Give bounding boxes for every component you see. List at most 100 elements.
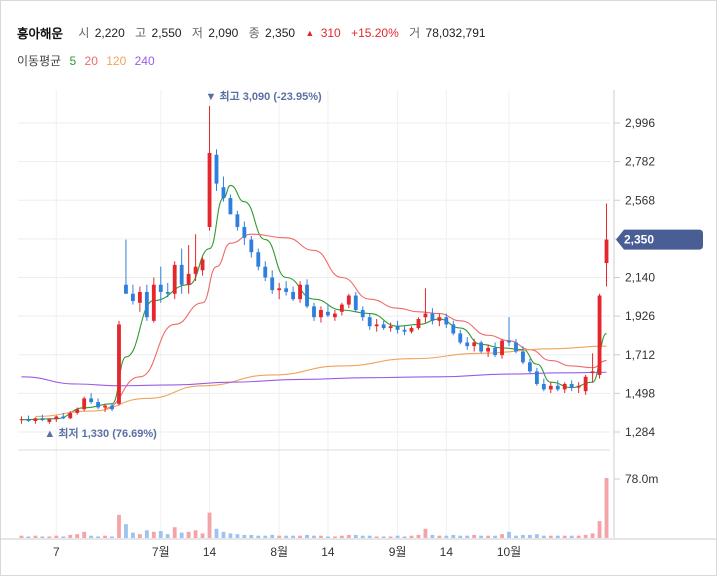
candle-body: [33, 418, 38, 421]
low-label: 저: [191, 26, 203, 40]
candle-body: [221, 187, 226, 199]
ma-line-5: [21, 184, 608, 421]
volume-bar: [514, 535, 518, 538]
y-tick-label: 2,782: [625, 155, 655, 169]
candle-body: [326, 311, 330, 316]
candle-body: [576, 385, 581, 388]
volume-bar: [165, 534, 170, 538]
candle-body: [597, 295, 602, 375]
volume-label: 거: [409, 26, 421, 40]
x-tick-label: 14: [203, 545, 217, 559]
volume-bar: [193, 530, 198, 538]
volume-bar: [186, 531, 191, 538]
candle-body: [479, 342, 484, 352]
volume-bar: [493, 535, 497, 538]
candle-body: [423, 313, 428, 318]
volume-bar: [319, 535, 323, 538]
candle-body: [249, 239, 254, 253]
volume-bar: [117, 514, 121, 538]
volume-bar: [500, 534, 504, 538]
volume-bar: [576, 535, 581, 538]
volume-bar: [346, 534, 351, 538]
volume-area: 78.0m: [19, 472, 658, 538]
candle-body: [444, 317, 449, 325]
volume-bar: [339, 535, 344, 538]
candle-body: [165, 291, 170, 294]
x-tick-label: 14: [321, 545, 335, 559]
candle-body: [555, 385, 560, 390]
candle-body: [193, 266, 198, 274]
volume-bar: [47, 536, 52, 538]
ma-legend-label: 이동평균: [17, 54, 62, 68]
volume-bar: [242, 534, 247, 538]
candle-body: [131, 293, 135, 301]
candle-body: [117, 324, 121, 404]
volume-bar: [527, 534, 532, 538]
candle-body: [534, 371, 539, 384]
x-tick-label: 7월: [152, 545, 170, 559]
candle-body: [360, 309, 365, 318]
volume-bar: [68, 534, 73, 538]
volume-bar: [451, 534, 456, 538]
candle-body: [82, 398, 87, 410]
y-axis: 2,9962,7822,5682,3542,1401,9261,7121,498…: [613, 90, 655, 538]
candle-body: [514, 342, 518, 352]
volume-bar: [54, 535, 59, 538]
volume-bar: [486, 535, 491, 538]
volume-max-label: 78.0m: [625, 472, 658, 486]
candle-body: [68, 412, 73, 419]
candle-body: [312, 306, 316, 318]
candle-body: [590, 371, 595, 374]
candle-body: [388, 326, 393, 329]
volume-bar: [534, 534, 539, 538]
volume-bar: [61, 536, 66, 538]
volume-bar: [158, 531, 163, 538]
candle-body: [305, 284, 309, 307]
ma-legend-240[interactable]: 240: [134, 54, 155, 68]
volume-bar: [221, 531, 226, 538]
ma-line-240: [21, 371, 607, 387]
candle-body: [103, 405, 107, 408]
volume-bar: [562, 535, 567, 538]
candle-body: [179, 264, 184, 285]
volume-bar: [332, 536, 337, 538]
candle-body: [458, 333, 463, 343]
volume-bar: [326, 536, 330, 538]
volume-bar: [124, 524, 128, 538]
candle-body: [548, 385, 553, 390]
volume-bar: [472, 534, 477, 538]
volume-bar: [402, 536, 407, 538]
volume-bar: [437, 535, 442, 538]
low-note: ▲ 최저 1,330 (76.69%): [44, 426, 157, 440]
candle-body: [40, 418, 45, 421]
candle-body: [332, 313, 337, 318]
volume-bar: [423, 528, 428, 538]
candle-body: [339, 304, 344, 312]
candle-body: [277, 288, 282, 291]
change-up-arrow-icon: ▲: [305, 27, 315, 38]
volume-bar: [465, 535, 470, 538]
candle-body: [110, 405, 114, 410]
volume-bar: [137, 534, 142, 538]
ma-legend-120[interactable]: 120: [106, 54, 127, 68]
volume-bar: [604, 478, 609, 538]
ma-legend-20[interactable]: 20: [84, 54, 98, 68]
volume-bar: [151, 531, 156, 538]
candle-body: [186, 273, 191, 285]
candle-body: [54, 416, 59, 420]
candle-body: [437, 317, 442, 321]
volume-bar: [179, 532, 184, 538]
ma-legend-5[interactable]: 5: [69, 54, 77, 68]
volume-bar: [416, 534, 421, 538]
volume-bar: [270, 534, 275, 538]
candle-body: [89, 398, 94, 403]
x-tick-label: 9월: [389, 545, 407, 559]
candle-body: [291, 291, 296, 300]
candle-body: [402, 329, 407, 332]
candle-body: [151, 284, 156, 321]
y-tick-label: 1,926: [625, 309, 655, 323]
volume-bar: [367, 535, 372, 538]
y-tick-label: 2,996: [625, 116, 655, 130]
y-tick-label: 1,712: [625, 348, 655, 362]
